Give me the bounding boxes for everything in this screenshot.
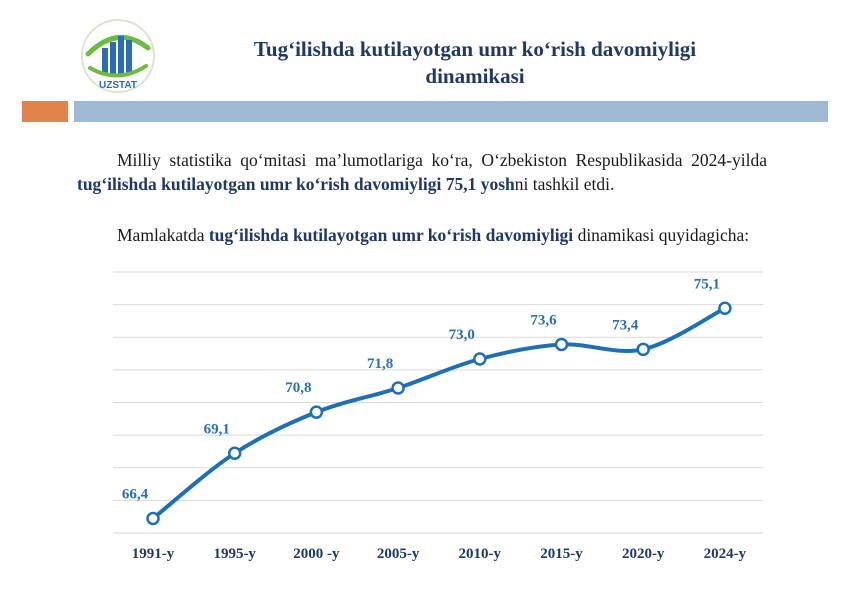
data-label: 73,6 bbox=[530, 313, 557, 329]
data-label: 73,0 bbox=[449, 327, 475, 343]
p2-bold: tug‘ilishda kutilayotgan umr ko‘rish dav… bbox=[208, 225, 574, 245]
uzstat-logo: UZSTAT bbox=[81, 19, 155, 93]
data-point bbox=[636, 342, 650, 357]
data-label: 71,8 bbox=[367, 356, 393, 372]
data-label: 69,1 bbox=[204, 421, 230, 437]
p1-text-b: ni tashkil etdi. bbox=[514, 174, 615, 194]
x-tick-label: 2024-y bbox=[704, 546, 747, 562]
x-tick-label: 2015-y bbox=[540, 546, 583, 562]
p1-text-a: Milliy statistika qo‘mitasi ma’lumotlari… bbox=[117, 150, 767, 170]
p1-bold: tug‘ilishda kutilayotgan umr ko‘rish dav… bbox=[77, 174, 515, 194]
accent-bar-orange bbox=[22, 101, 68, 122]
x-tick-label: 2000 -y bbox=[293, 546, 340, 562]
data-label: 70,8 bbox=[285, 380, 311, 396]
x-tick-label: 2005-y bbox=[377, 546, 420, 562]
data-point bbox=[718, 301, 732, 315]
accent-bar-blue bbox=[74, 101, 828, 122]
series-line bbox=[151, 306, 727, 521]
x-tick-label: 1995-y bbox=[213, 546, 256, 562]
data-label: 75,1 bbox=[694, 276, 720, 292]
x-tick-label: 2010-y bbox=[459, 546, 502, 562]
title-line-1: Tug‘ilishda kutilayotgan umr ko‘rish dav… bbox=[253, 37, 697, 61]
p2-text-a: Mamlakatda bbox=[117, 225, 209, 245]
data-point bbox=[554, 337, 569, 352]
x-tick-label: 2020-y bbox=[622, 546, 665, 562]
paragraph-1: Milliy statistika qo‘mitasi ma’lumotlari… bbox=[77, 148, 767, 196]
data-point bbox=[309, 405, 324, 419]
data-point bbox=[146, 511, 160, 526]
data-point bbox=[391, 381, 405, 395]
p2-text-b: dinamikasi quyidagicha: bbox=[573, 225, 750, 245]
data-point bbox=[473, 352, 487, 366]
paragraph-2: Mamlakatda tug‘ilishda kutilayotgan umr … bbox=[77, 223, 767, 247]
title-line-2: dinamikasi bbox=[425, 64, 525, 88]
logo-text: UZSTAT bbox=[99, 80, 137, 91]
data-label: 66,4 bbox=[122, 487, 149, 503]
data-point bbox=[227, 446, 242, 460]
page-title: Tug‘ilishda kutilayotgan umr ko‘rish dav… bbox=[170, 36, 780, 90]
x-tick-label: 1991-y bbox=[132, 546, 175, 562]
data-label: 73,4 bbox=[612, 317, 639, 333]
